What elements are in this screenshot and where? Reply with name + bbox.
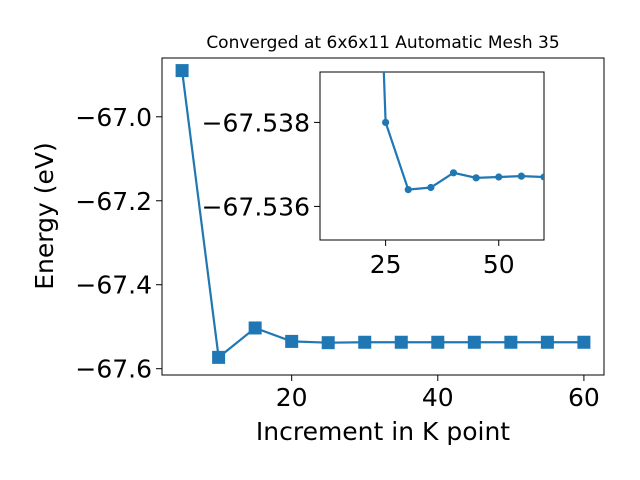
x-tick-label: 40 (422, 383, 454, 412)
inset-chart: 25 50 −67.536 −67.538 (202, 71, 545, 279)
main-data-point (577, 335, 591, 349)
main-data-point (504, 335, 518, 349)
inset-data-point (404, 186, 412, 194)
x-tick-label: 20 (276, 383, 308, 412)
chart-title: Converged at 6x6x11 Automatic Mesh 35 (206, 33, 559, 53)
y-tick-label: −67.4 (75, 271, 152, 300)
main-data-point (467, 335, 481, 349)
y-tick-label: −67.2 (75, 187, 152, 216)
inset-series (382, 72, 544, 194)
inset-x-tick-label: 50 (483, 250, 515, 279)
inset-plot-frame (319, 71, 545, 241)
inset-data-point (540, 173, 544, 181)
main-data-point (212, 350, 226, 364)
main-data-point (248, 321, 262, 335)
x-axis-label: Increment in K point (256, 417, 510, 446)
inset-data-point (449, 169, 458, 177)
inset-x-ticks: 25 50 (370, 240, 515, 279)
inset-data-point (472, 174, 480, 182)
main-data-point (285, 334, 299, 348)
inset-data-point (382, 118, 390, 126)
inset-data-point (517, 172, 525, 180)
main-series (175, 64, 591, 364)
y-tick-label: −67.0 (75, 103, 152, 132)
x-tick-label: 60 (568, 383, 600, 412)
inset-data-point (427, 183, 435, 192)
inset-data-point (495, 173, 503, 181)
inset-y-tick-label: −67.538 (202, 108, 310, 137)
main-data-point (358, 335, 372, 349)
main-x-ticks: 20 40 60 (276, 375, 600, 412)
main-data-point (431, 335, 445, 349)
main-data-point (321, 336, 335, 350)
inset-y-ticks: −67.536 −67.538 (202, 108, 320, 221)
main-data-point (394, 335, 408, 349)
y-tick-label: −67.6 (75, 355, 152, 384)
main-y-ticks: −67.6 −67.4 −67.2 −67.0 (75, 103, 162, 384)
main-data-point (540, 335, 554, 349)
main-plot-frame (161, 57, 605, 376)
y-axis-label: Energy (eV) (30, 142, 59, 289)
inset-y-tick-label: −67.536 (202, 192, 310, 221)
main-chart: Converged at 6x6x11 Automatic Mesh 35 20… (30, 33, 605, 446)
main-data-point (175, 64, 189, 78)
inset-x-tick-label: 25 (370, 250, 402, 279)
